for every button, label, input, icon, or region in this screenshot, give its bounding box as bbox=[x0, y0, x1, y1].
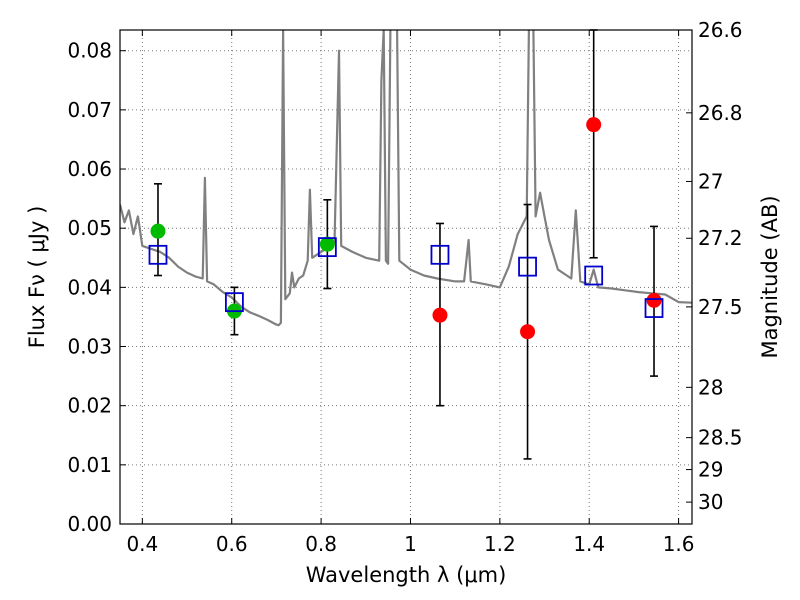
y2-tick-label: 27 bbox=[698, 169, 723, 193]
y2-tick-label: 27.5 bbox=[698, 295, 743, 319]
x-tick-label: 0.6 bbox=[216, 532, 248, 556]
y-axis-label: Flux Fν ( μJy ) bbox=[25, 206, 49, 349]
x-tick-label: 0.8 bbox=[305, 532, 337, 556]
y2-tick-label: 28.5 bbox=[698, 426, 743, 450]
observed-flux-point bbox=[520, 324, 536, 340]
plot-area bbox=[120, 30, 692, 327]
observed-flux-point bbox=[646, 292, 662, 308]
y-tick-label: 0.06 bbox=[67, 157, 112, 181]
model-band-flux-point bbox=[644, 298, 664, 318]
observed-flux-point bbox=[150, 223, 166, 239]
model-band-flux-point bbox=[148, 244, 168, 265]
grid bbox=[120, 30, 692, 525]
markers bbox=[148, 117, 664, 340]
model-band-flux-point bbox=[317, 237, 337, 258]
y2-axis-label: Magnitude (AB) bbox=[758, 195, 782, 358]
model-band-flux-point bbox=[518, 256, 537, 277]
y2-tick-label: 27.2 bbox=[698, 226, 743, 250]
y-tick-label: 0.07 bbox=[67, 98, 112, 122]
y2-tick-label: 29 bbox=[698, 458, 723, 482]
observed-flux-point bbox=[586, 117, 602, 133]
x-tick-label: 0.4 bbox=[126, 532, 158, 556]
observed-flux-point bbox=[432, 307, 448, 323]
y-axis-ticks: 0.00 0.01 0.02 0.03 0.04 0.05 0.06 0.07 0.08 bbox=[67, 39, 126, 536]
error-bars bbox=[153, 29, 659, 460]
y-tick-label: 0.05 bbox=[67, 216, 112, 240]
y-tick-label: 0.04 bbox=[67, 275, 112, 299]
y2-tick-label: 26.8 bbox=[698, 101, 743, 125]
y2-tick-label: 30 bbox=[698, 490, 723, 514]
x-tick-label: 1 bbox=[404, 532, 417, 556]
y-tick-label: 0.03 bbox=[67, 335, 112, 359]
model-band-flux-point bbox=[430, 244, 450, 265]
y-tick-label: 0.00 bbox=[67, 512, 112, 536]
model-spectrum-line bbox=[120, 30, 692, 327]
model-band-flux-point bbox=[224, 292, 244, 313]
y2-tick-label: 26.6 bbox=[698, 18, 743, 42]
x-axis-ticks: 0.4 0.6 0.8 1 1.2 1.4 1.6 bbox=[126, 30, 695, 556]
x-tick-label: 1.6 bbox=[663, 532, 695, 556]
x-tick-label: 1.4 bbox=[573, 532, 605, 556]
y2-axis-ticks: 26.6 26.8 27 27.2 27.5 28 28.5 29 30 bbox=[686, 18, 743, 514]
x-axis-label: Wavelength λ (μm) bbox=[306, 563, 507, 587]
y-tick-label: 0.01 bbox=[67, 453, 112, 477]
model-band-flux-point bbox=[584, 265, 604, 286]
plot-frame bbox=[119, 29, 693, 525]
y-tick-label: 0.08 bbox=[67, 39, 112, 63]
observed-flux-point bbox=[319, 236, 335, 252]
y2-tick-label: 28 bbox=[698, 375, 723, 399]
y-tick-label: 0.02 bbox=[67, 394, 112, 418]
x-tick-label: 1.2 bbox=[484, 532, 516, 556]
